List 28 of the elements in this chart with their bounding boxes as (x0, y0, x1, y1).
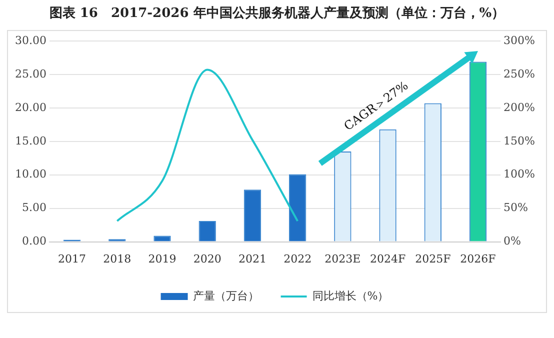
y-tick-label: 20.00 (14, 100, 46, 114)
x-tick-label: 2024F (370, 252, 406, 266)
x-tick-label: 2020 (193, 252, 222, 266)
legend-label: 同比增长（%） (312, 289, 389, 302)
y2-tick-label: 0% (504, 234, 522, 248)
y2-tick-label: 50% (504, 201, 528, 214)
x-tick-label: 2019 (148, 252, 176, 266)
y-tick-label: 5.00 (22, 201, 46, 214)
x-tick-label: 2018 (103, 252, 132, 266)
legend-label: 产量（万台） (192, 289, 259, 302)
y2-tick-label: 250% (504, 67, 536, 80)
x-tick-label: 2026F (460, 252, 496, 266)
y-tick-label: 25.00 (14, 67, 46, 80)
y2-tick-label: 300% (504, 34, 536, 47)
y2-tick-label: 200% (504, 100, 536, 114)
x-tick-label: 2025F (415, 252, 452, 266)
x-tick-label: 2022 (284, 252, 312, 266)
x-tick-label: 2023E (324, 252, 361, 266)
y-tick-label: 10.00 (14, 168, 46, 181)
x-tick-label: 2017 (58, 252, 86, 266)
x-tick-label: 2021 (238, 252, 266, 266)
line-series (116, 68, 299, 222)
y-tick-label: 30.00 (14, 34, 46, 47)
chart-title: 图表 16 2017-2026 年中国公共服务机器人产量及预测（单位：万台，%） (48, 4, 506, 22)
y-tick-label: 15.00 (14, 134, 46, 148)
y-tick-label: 0.00 (22, 234, 46, 248)
y2-tick-label: 100% (504, 168, 536, 181)
y2-tick-label: 150% (504, 134, 536, 148)
